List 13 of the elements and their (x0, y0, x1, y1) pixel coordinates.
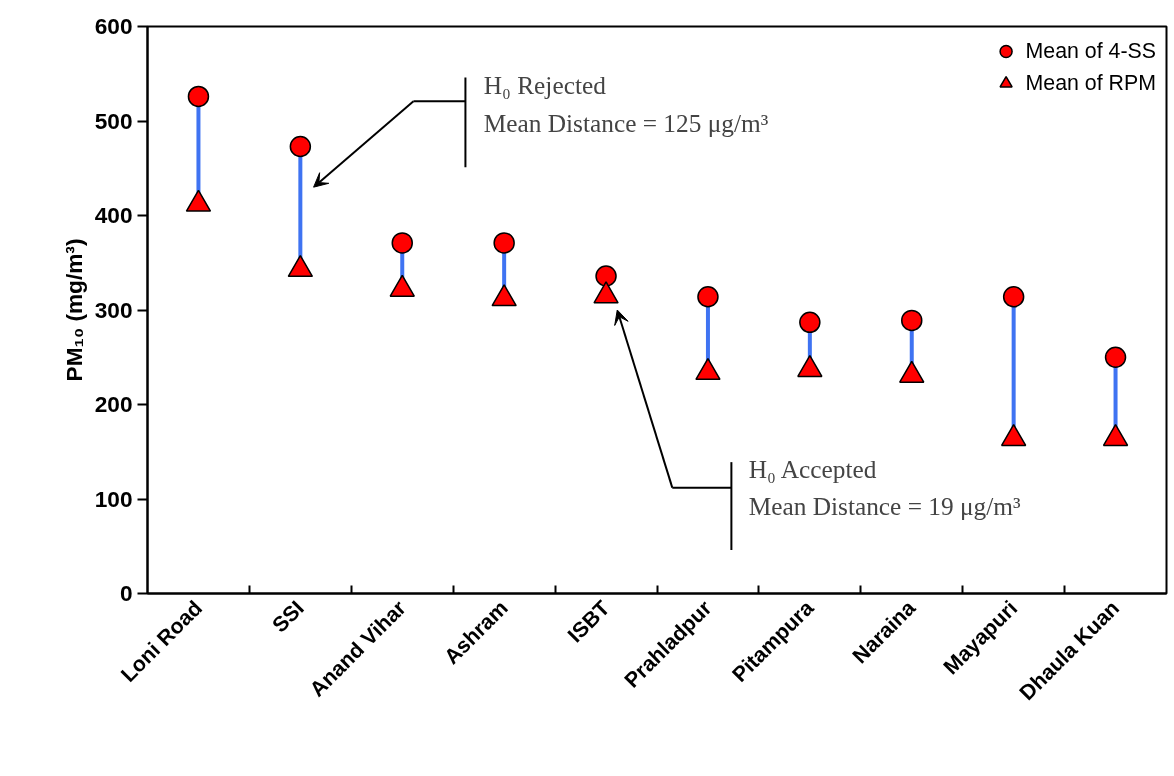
annotation: H₀ Rejected Mean Distance = 125 μg/m³ (483, 70, 769, 137)
legend-label: Mean of RPM (1025, 70, 1156, 96)
y-tick-label: 400 (94, 202, 133, 228)
y-tick-label: 200 (94, 391, 133, 417)
x-tick-label: SSI (267, 596, 309, 638)
y-tick-label: 0 (119, 580, 133, 606)
y-axis-title: PM₁₀ (mg/m³) (60, 238, 87, 382)
y-tick-label: 600 (94, 13, 133, 39)
y-tick-label: 300 (94, 296, 133, 323)
annotation: H₀ Accepted Mean Distance = 19 μg/m³ (748, 454, 1021, 521)
y-tick-label: 500 (94, 107, 133, 134)
legend-label: Mean of 4-SS (1025, 38, 1156, 64)
y-tick-label: 100 (94, 485, 133, 512)
